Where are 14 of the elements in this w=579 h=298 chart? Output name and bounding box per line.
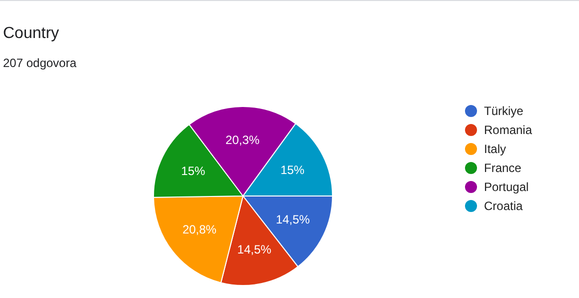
data-label: 14,5%: [237, 242, 272, 257]
legend-label: France: [484, 160, 522, 174]
data-label: 14,5%: [276, 212, 310, 227]
data-label: 20,8%: [182, 222, 217, 237]
legend-label: Croatia: [484, 198, 523, 212]
legend-label: Türkiye: [484, 104, 524, 118]
legend-label: Romania: [484, 122, 532, 136]
chart-title: Country: [3, 25, 60, 43]
data-label: 20,3%: [226, 132, 260, 147]
data-label: 15%: [280, 163, 305, 178]
legend-label: Portugal: [484, 180, 529, 194]
text: 207 odgovora: [3, 56, 76, 70]
legend-label: Italy: [484, 142, 506, 156]
data-label: 15%: [181, 164, 206, 178]
